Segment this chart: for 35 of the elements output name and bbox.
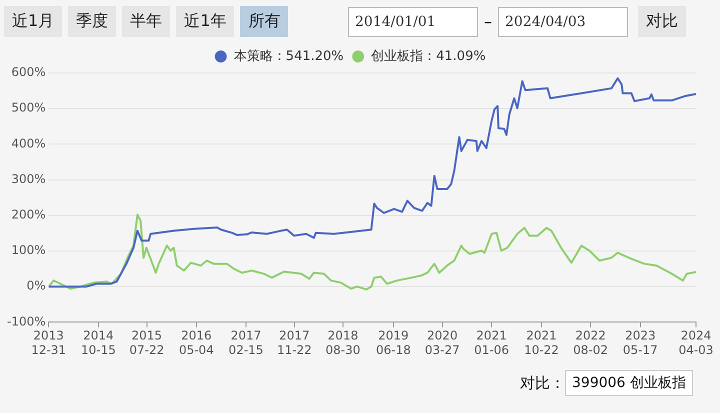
text: 2014/01/01 <box>348 6 478 36</box>
x-tick-label: 2021 10-22 <box>524 328 559 357</box>
text: 399006 创业板指 <box>565 370 693 396</box>
x-tick-label: 2017 11-22 <box>276 328 312 357</box>
text: 对比 <box>638 6 686 37</box>
x-tick-label: 2021 01-06 <box>474 328 509 357</box>
y-tick-label: -100% <box>6 314 46 328</box>
text: 半年 <box>122 6 170 37</box>
legend-label: 创业板指：41.09% <box>371 48 486 64</box>
y-tick-label: 600% <box>11 65 46 80</box>
x-tick-label: 2018 08-30 <box>326 328 360 357</box>
x-tick-label: 2013 12-31 <box>31 328 66 357</box>
x-tick-label: 2014 10-15 <box>80 328 116 357</box>
y-tick-label: 400% <box>11 136 46 150</box>
y-tick-label: 100% <box>11 243 46 258</box>
text: 所有 <box>240 6 288 37</box>
text: 2024/04/03 <box>498 6 628 36</box>
text: 季度 <box>68 6 116 37</box>
text: 对比： <box>520 374 565 392</box>
x-tick-label: 2019 06-18 <box>376 328 411 357</box>
x-tick-label: 2015 07-22 <box>129 328 164 357</box>
x-tick-label: 2017 02-15 <box>228 328 264 357</box>
y-tick-label: 0% <box>26 278 46 293</box>
text: 近1月 <box>4 6 62 37</box>
x-tick-label: 2020 03-27 <box>424 328 460 357</box>
x-tick-label: 2022 08-02 <box>573 328 608 357</box>
x-tick-label: 2024 04-03 <box>678 328 714 357</box>
y-tick-label: 300% <box>11 172 46 186</box>
text: – <box>484 12 492 31</box>
x-tick-label: 2016 05-04 <box>178 328 214 357</box>
x-tick-label: 2023 05-17 <box>622 328 658 357</box>
legend-label: 本策略：541.20% <box>234 48 344 64</box>
y-tick-label: 200% <box>11 208 46 222</box>
text: 近1年 <box>176 6 234 37</box>
y-tick-label: 500% <box>11 100 46 115</box>
